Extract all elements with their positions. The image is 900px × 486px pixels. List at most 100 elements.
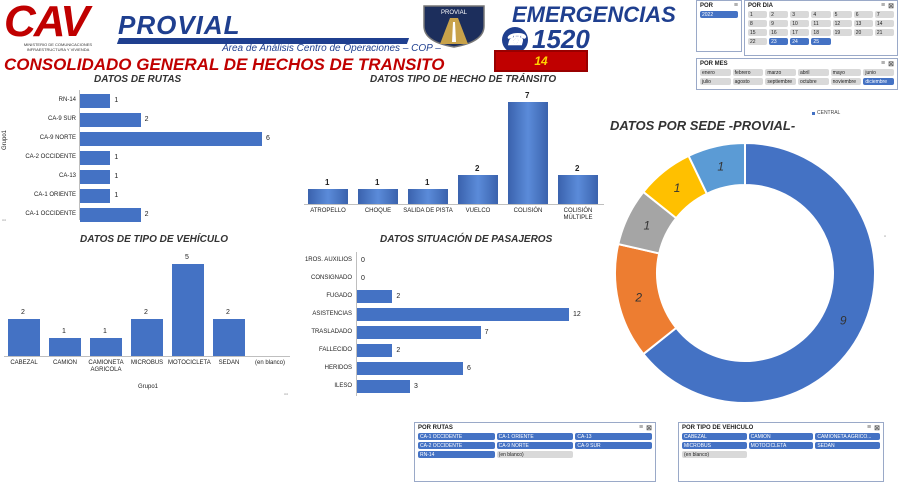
clear-filter-icon[interactable]: ⊠: [874, 425, 880, 432]
phone-number: 1520: [532, 24, 590, 54]
rutas-data-label: 1: [114, 154, 119, 161]
slicer-rutas-item[interactable]: CA-9 SUR: [575, 442, 652, 449]
pasajeros-data-label: 7: [484, 329, 489, 336]
slicer-mes-grid: enero febrero marzo abril mayo junio julio agos…: [697, 69, 897, 85]
rutas-tick-label: CA-9 NORTE: [39, 135, 76, 141]
slicer-dia: POR DIA ≡ ⊠ 1 2 3 4 5 6 7 8 9 10 11 12 13 14 15 16 17 18 19 2…: [744, 0, 898, 56]
pasajeros-chart-title: DATOS SITUACIÓN DE PASAJEROS: [380, 234, 553, 245]
slicer-vehiculo-item[interactable]: CAMIONETA AGRICO...: [815, 433, 880, 440]
slicer-mes-item[interactable]: noviembre: [830, 78, 862, 85]
slicer-anio-item[interactable]: 2022: [700, 11, 738, 18]
slicer-mes-item[interactable]: abril: [797, 69, 829, 76]
slicer-mes-item[interactable]: marzo: [765, 69, 796, 76]
slicer-dia-item[interactable]: 1: [748, 11, 768, 18]
slicer-dia-item[interactable]: 10: [790, 20, 810, 27]
rutas-chart-title: DATOS DE RUTAS: [94, 74, 182, 85]
multiselect-icon[interactable]: ≡: [733, 2, 738, 9]
slicer-mes-item[interactable]: octubre: [797, 78, 829, 85]
slicer-vehiculo-item[interactable]: MICROBUS: [682, 442, 747, 449]
field-button-icon[interactable]: ▫▫: [284, 392, 289, 398]
pasajeros-bar: [357, 362, 463, 375]
slicer-dia-item[interactable]: 18: [811, 29, 831, 36]
clear-filter-icon[interactable]: ⊠: [888, 61, 894, 68]
rutas-tick-label: RN-14: [58, 97, 76, 103]
slicer-dia-item[interactable]: 19: [832, 29, 852, 36]
sede-donut-chart: 9 2 1 1 1: [614, 141, 876, 404]
slicer-vehiculo-item[interactable]: SEDAN: [815, 442, 880, 449]
tipo-hecho-bar: [308, 189, 348, 204]
sede-data-label: 1: [717, 160, 724, 174]
slicer-dia-item[interactable]: 11: [811, 20, 831, 27]
vehiculo-bar: [8, 319, 40, 356]
slicer-rutas-item[interactable]: CA-13: [575, 433, 652, 440]
slicer-rutas-item[interactable]: CA-1 ORIENTE: [496, 433, 574, 440]
slicer-vehiculo: POR TIPO DE VEHICULO ≡ ⊠ CABEZAL CAMION CAMI…: [678, 422, 884, 482]
slicer-mes-item[interactable]: junio: [863, 69, 894, 76]
multiselect-icon[interactable]: ≡: [881, 60, 886, 67]
slicer-vehiculo-title: POR TIPO DE VEHICULO: [682, 425, 754, 431]
slicer-dia-item[interactable]: 8: [748, 20, 768, 27]
multiselect-icon[interactable]: ≡: [881, 2, 886, 9]
slicer-vehiculo-item[interactable]: CABEZAL: [682, 433, 747, 440]
slicer-dia-item[interactable]: 3: [790, 11, 810, 18]
pasajeros-tick-label: CONSIGNADO: [310, 275, 352, 281]
slicer-vehiculo-item[interactable]: MOTOCICLETA: [748, 442, 814, 449]
slicer-dia-item[interactable]: 23: [769, 38, 789, 45]
multiselect-icon[interactable]: ≡: [867, 424, 872, 431]
slicer-dia-item[interactable]: 25: [811, 38, 831, 45]
rutas-bar: [80, 132, 262, 146]
tipo-hecho-tick-label: SALIDA DE PISTA: [403, 208, 453, 214]
slicer-dia-item[interactable]: 6: [853, 11, 873, 18]
slicer-dia-item[interactable]: 14: [874, 20, 894, 27]
slicer-rutas-item[interactable]: CA-2 OCCIDENTE: [418, 442, 495, 449]
rutas-data-label: 1: [114, 192, 119, 199]
vehiculo-tick-label: SEDAN: [218, 360, 240, 366]
slicer-dia-item[interactable]: 24: [790, 38, 810, 45]
slicer-dia-item[interactable]: 20: [853, 29, 873, 36]
slicer-vehiculo-item[interactable]: (en blanco): [682, 451, 747, 458]
clear-filter-icon[interactable]: ⊠: [646, 425, 652, 432]
slicer-mes-item[interactable]: febrero: [732, 69, 764, 76]
multiselect-icon[interactable]: ≡: [639, 424, 644, 431]
slicer-dia-item[interactable]: 9: [769, 20, 789, 27]
slicer-dia-item[interactable]: 17: [790, 29, 810, 36]
slicer-dia-item[interactable]: 4: [811, 11, 831, 18]
slicer-mes-item[interactable]: julio: [700, 78, 731, 85]
slicer-rutas-title: POR RUTAS: [418, 425, 453, 431]
shield-text: PROVIAL: [441, 10, 468, 16]
slicer-dia-item[interactable]: 7: [874, 11, 894, 18]
slicer-mes-item[interactable]: septiembre: [765, 78, 796, 85]
slicer-dia-item[interactable]: 15: [748, 29, 768, 36]
sede-legend: CENTRAL: [812, 110, 840, 116]
sede-donut-slice: [687, 141, 746, 196]
slicer-mes-item[interactable]: diciembre: [863, 78, 894, 85]
vehiculo-data-label: 1: [103, 327, 107, 335]
field-button-icon[interactable]: ▫▫: [2, 218, 7, 224]
slicer-rutas-item[interactable]: RN-14: [418, 451, 495, 458]
slicer-dia-item[interactable]: 21: [874, 29, 894, 36]
slicer-dia-item[interactable]: 16: [769, 29, 789, 36]
pasajeros-data-label: 0: [361, 275, 365, 282]
slicer-rutas-item[interactable]: CA-1 OCCIDENTE: [418, 433, 495, 440]
slicer-mes-item[interactable]: agosto: [732, 78, 764, 85]
total-count-badge: 14: [494, 50, 588, 72]
slicer-rutas-item[interactable]: (en blanco): [496, 451, 574, 458]
slicer-vehiculo-item[interactable]: CAMION: [748, 433, 814, 440]
tipo-hecho-axis: [304, 204, 604, 205]
slicer-dia-item[interactable]: 13: [853, 20, 873, 27]
slicer-mes-item[interactable]: mayo: [830, 69, 862, 76]
rutas-tick-label: CA-1 OCCIDENTE: [25, 211, 76, 217]
slicer-dia-item[interactable]: 5: [832, 11, 852, 18]
vehiculo-bar: [172, 264, 204, 356]
page-title: CONSOLIDADO GENERAL DE HECHOS DE TRANSIT…: [4, 55, 445, 74]
slicer-dia-item[interactable]: 12: [832, 20, 852, 27]
field-button-icon[interactable]: ▫: [884, 234, 887, 240]
tipo-hecho-data-label: 2: [575, 163, 580, 173]
clear-filter-icon[interactable]: ⊠: [888, 3, 894, 10]
slicer-rutas-item[interactable]: CA-9 NORTE: [496, 442, 574, 449]
slicer-mes: POR MES ≡ ⊠ enero febrero marzo abril mayo juni…: [696, 58, 898, 90]
slicer-mes-item[interactable]: enero: [700, 69, 731, 76]
slicer-dia-item[interactable]: 22: [748, 38, 768, 45]
cav-logo: CAV MINISTERIO DE COMUNICACIONES INFRAES…: [4, 0, 112, 52]
slicer-dia-item[interactable]: 2: [769, 11, 789, 18]
